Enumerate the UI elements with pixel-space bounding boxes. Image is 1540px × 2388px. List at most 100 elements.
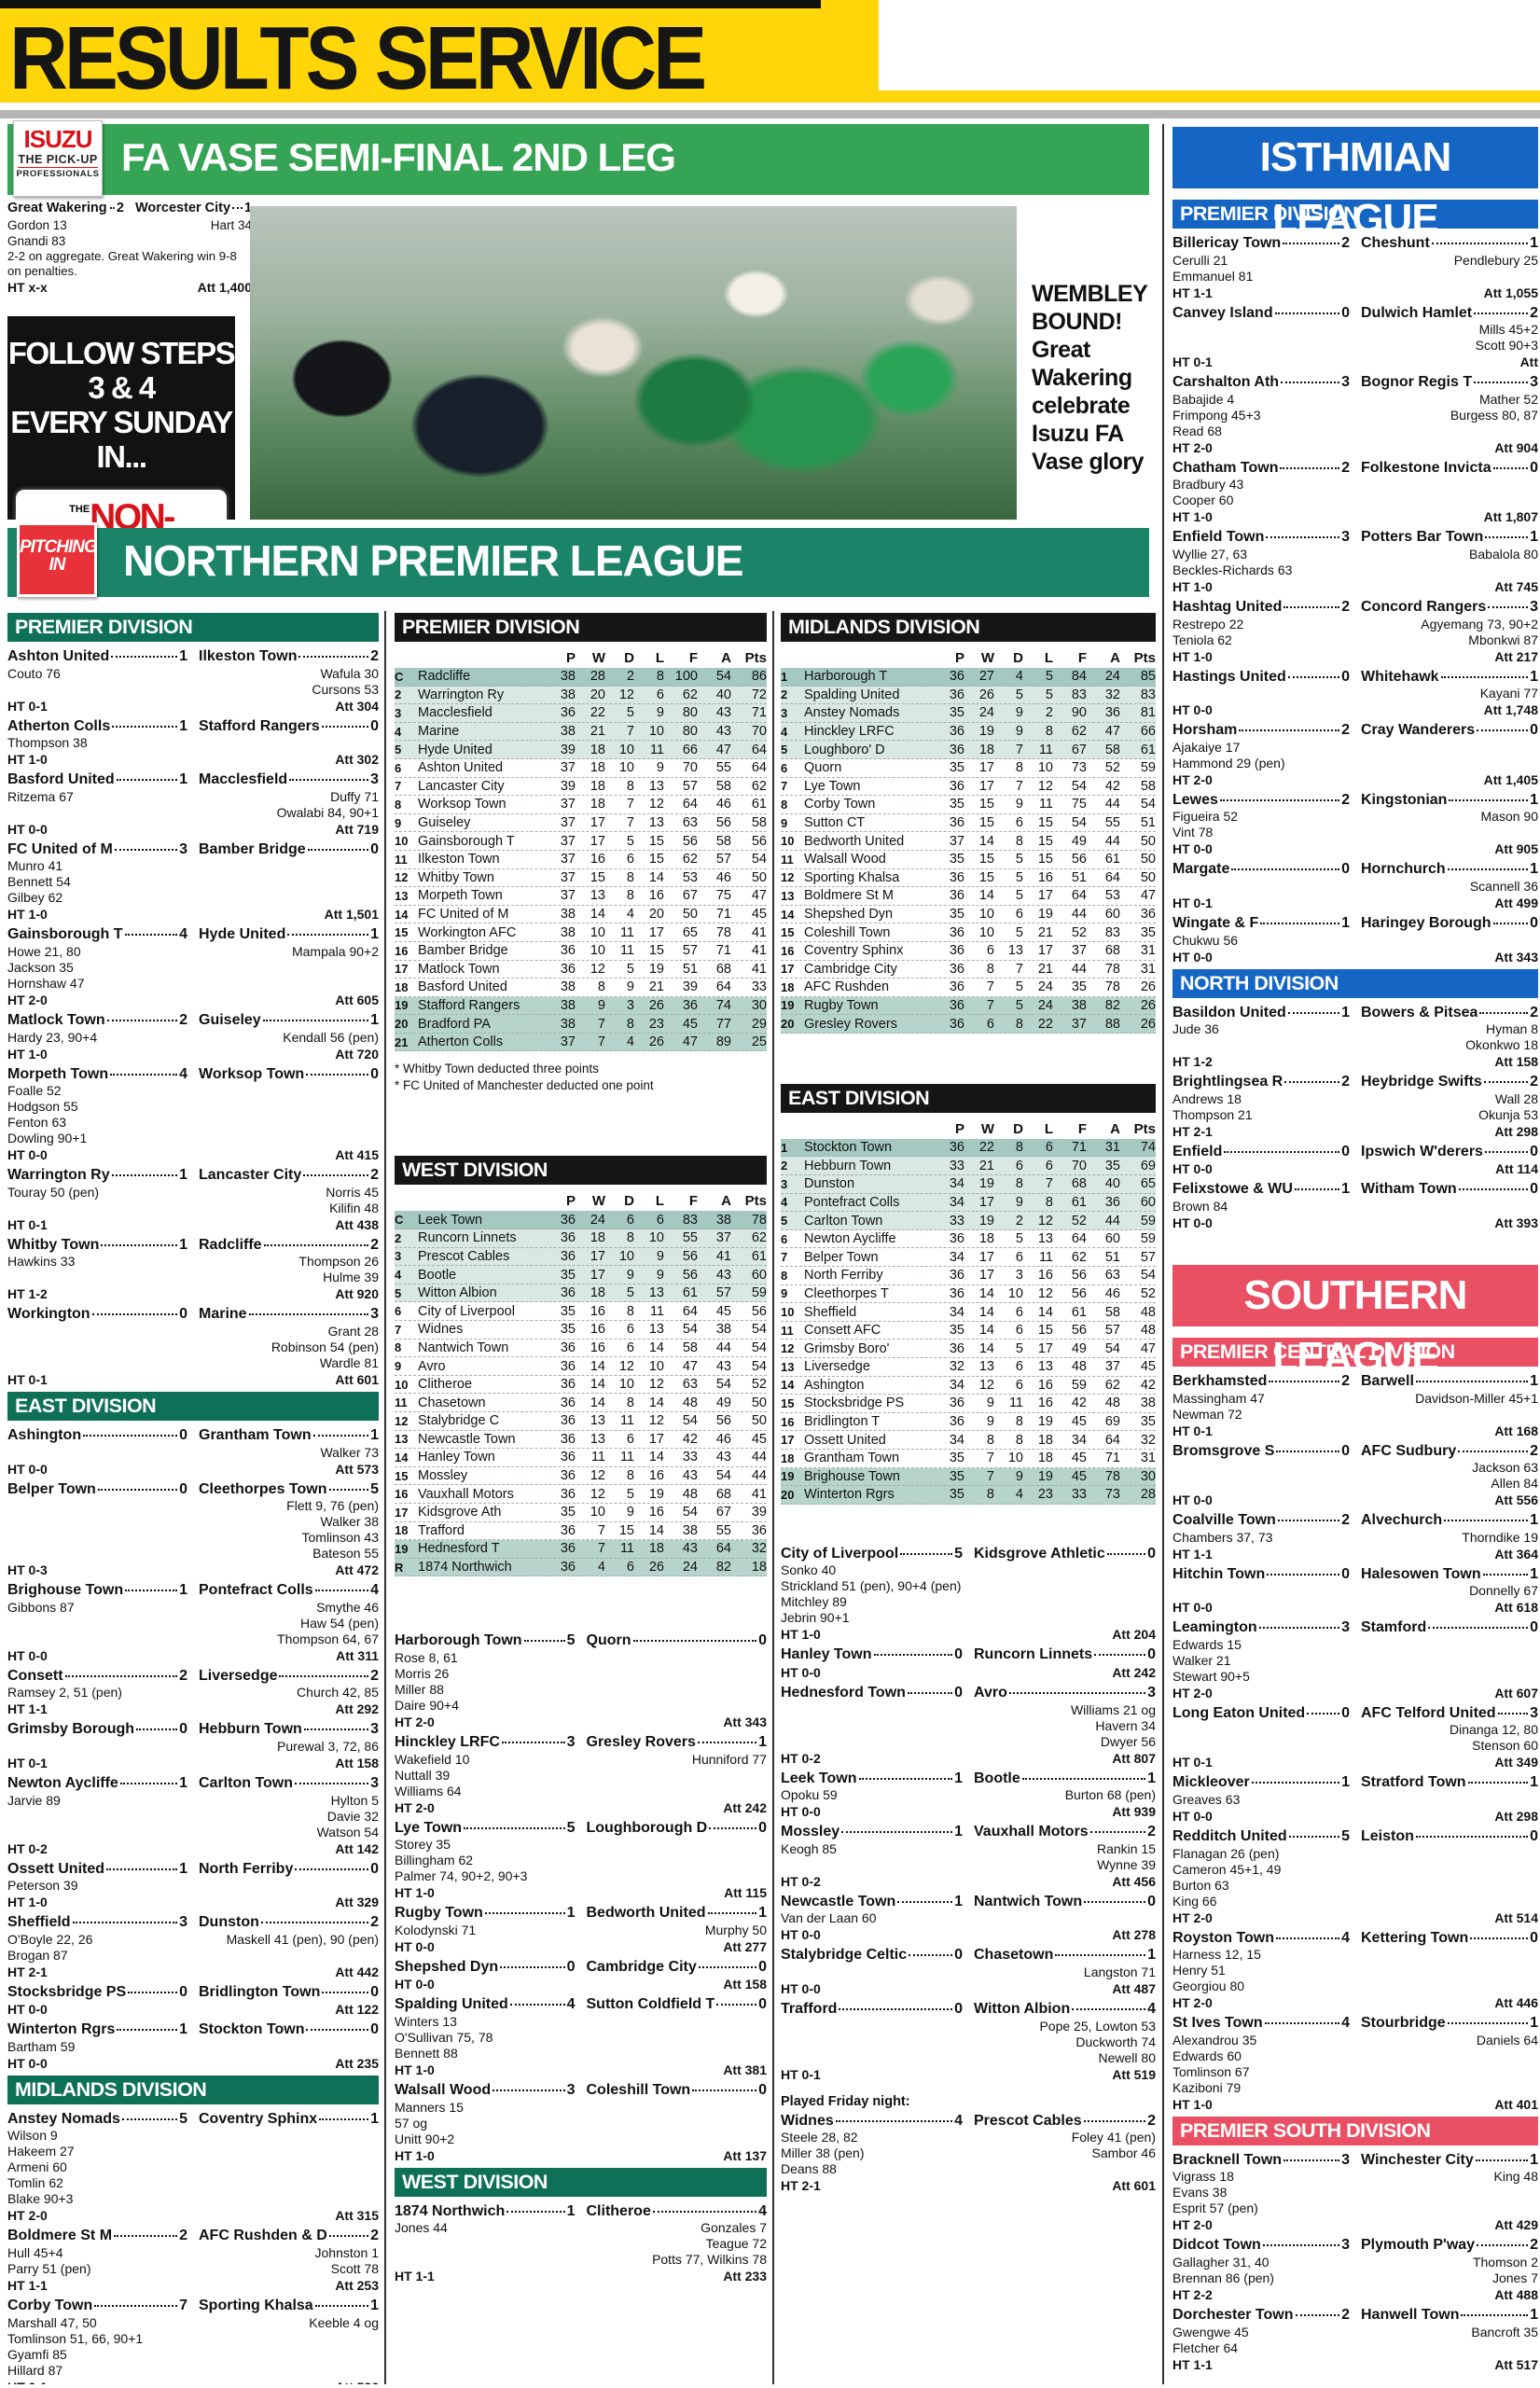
match-result: Long Eaton United 0 AFC Telford United 3 Din… xyxy=(1172,1705,1538,1771)
scorer-line: Emmanuel 81 xyxy=(1172,269,1538,285)
home-team: Chatham Town xyxy=(1172,459,1279,476)
stat-value: 15 xyxy=(978,869,994,885)
scorer-line: Wynne 39 xyxy=(781,1857,1156,1873)
team-name: Loughboro' D xyxy=(804,742,885,757)
table-row: 10 Bedworth United 37 14 8 15 49 44 50 xyxy=(781,832,1156,851)
stat-value: 17 xyxy=(590,1248,605,1264)
team-position: 19 xyxy=(781,998,795,1013)
halftime-value: HT x-x xyxy=(7,279,48,295)
away-score: 0 xyxy=(758,1958,767,1975)
dots-leader xyxy=(1470,1937,1529,1939)
home-half: Hednesford Town 0 xyxy=(781,1685,963,1701)
home-team: Enfield xyxy=(1172,1143,1223,1159)
stat-value: 36 xyxy=(560,1468,576,1484)
stat-value: 54 xyxy=(682,1413,698,1429)
team-position: 12 xyxy=(395,870,409,885)
team-name: Workington AFC xyxy=(418,924,517,940)
match-result: Royston Town 4 Kettering Town 0 Harness 12, … xyxy=(1172,1930,1538,2012)
away-score: 5 xyxy=(370,1480,379,1497)
match-scoreline: Coalville Town 2 Alvechurch 1 xyxy=(1172,1512,1538,1529)
attendance-value: Att 573 xyxy=(335,1461,379,1477)
attendance-value: Att 204 xyxy=(1112,1627,1156,1643)
stat-value: 6 xyxy=(986,1016,994,1032)
home-team: Didcot Town xyxy=(1172,2237,1261,2254)
table-row: 3 Dunston 34 19 8 7 68 40 65 xyxy=(781,1175,1156,1194)
ht-att-row: HT 0-1 Att 349 xyxy=(1172,1754,1538,1770)
away-team: Stourbridge xyxy=(1361,2015,1446,2032)
home-team: Basford United xyxy=(7,771,115,788)
dots-leader xyxy=(112,725,178,728)
section-header: NORTH DIVISION xyxy=(1172,968,1538,998)
stat-value: 62 xyxy=(751,778,767,794)
away-scorer: Wynne 39 xyxy=(1097,1856,1156,1872)
stat-value: 48 xyxy=(682,1486,698,1502)
stat-value: 8 xyxy=(1015,1140,1023,1156)
match-result: Atherton Colls 1 Stafford Rangers 0 Thompson… xyxy=(7,718,379,769)
scorer-line: Bateson 55 xyxy=(7,1546,379,1562)
scorer-line: Thompson 38 xyxy=(7,735,379,751)
stat-value: 36 xyxy=(949,869,964,885)
match-scoreline: Hashtag United 2 Concord Rangers 3 xyxy=(1172,599,1538,616)
stat-value: 54 xyxy=(751,852,767,868)
ht-att-row: HT 0-3 Att 472 xyxy=(7,1562,379,1578)
stat-value: 17 xyxy=(978,1268,994,1284)
column-header: F xyxy=(688,650,698,666)
home-team: Long Eaton United xyxy=(1172,1704,1306,1721)
stat-value: 9 xyxy=(1015,724,1023,740)
stat-value: 36 xyxy=(560,1486,576,1502)
home-half: Leamington 3 xyxy=(1172,1619,1350,1636)
stat-value: 32 xyxy=(1104,687,1120,702)
dots-leader xyxy=(121,2117,178,2120)
home-scorer: Greaves 63 xyxy=(1172,1792,1241,1808)
stat-value: 46 xyxy=(715,1431,731,1447)
ht-att-row: HT 2-0 Att 315 xyxy=(7,2207,379,2224)
stat-value: 34 xyxy=(949,1377,964,1393)
table-header-row: P W D L F A Pts xyxy=(395,1191,767,1211)
team-name: Bradford PA xyxy=(418,1016,491,1032)
attendance-value: Att 1,400 xyxy=(197,279,252,295)
attendance-value: Att 393 xyxy=(1494,1215,1538,1230)
stat-value: 2 xyxy=(1045,705,1053,721)
away-half: Cleethorpes Town 5 xyxy=(199,1481,379,1498)
away-half: Macclesfield 3 xyxy=(199,771,379,788)
stat-value: 10 xyxy=(978,907,994,923)
scorer-line: Jackson 35 xyxy=(7,960,379,976)
stat-value: 5 xyxy=(1015,997,1023,1013)
attendance-value: Att 607 xyxy=(1494,1685,1538,1701)
match-result: Hashtag United 2 Concord Rangers 3 Restrepo … xyxy=(1172,599,1538,665)
away-team: Cray Wanderers xyxy=(1361,722,1476,739)
team-position: 13 xyxy=(781,888,795,903)
home-half: Long Eaton United 0 xyxy=(1172,1705,1350,1722)
away-half: Carlton Town 3 xyxy=(199,1775,379,1792)
stat-value: 15 xyxy=(648,852,664,868)
home-team: Berkhamsted xyxy=(1172,1372,1268,1389)
stat-value: 56 xyxy=(1071,1285,1087,1301)
attendance-value: Att 235 xyxy=(335,2055,379,2071)
stat-value: 6 xyxy=(656,687,664,702)
team-name: Stafford Rangers xyxy=(418,997,520,1013)
stat-value: 17 xyxy=(978,760,994,776)
table-row: 20 Gresley Rovers 36 6 8 22 37 88 26 xyxy=(781,1015,1156,1034)
team-position: 13 xyxy=(395,888,409,903)
team-position: 4 xyxy=(395,1268,402,1283)
table-row: 14 FC United of M 38 14 4 20 50 71 45 xyxy=(395,906,767,924)
away-half: AFC Sudbury 2 xyxy=(1361,1443,1538,1460)
home-score: 2 xyxy=(179,2228,187,2244)
stat-value: 28 xyxy=(1140,1487,1156,1503)
away-scorer: Thomson 2 xyxy=(1472,2255,1538,2270)
home-half: Spalding United 4 xyxy=(395,1996,576,2013)
home-score: 4 xyxy=(954,2112,963,2129)
dots-leader xyxy=(493,2089,565,2091)
stat-value: 2 xyxy=(1015,1213,1023,1229)
away-half: Pontefract Colls 4 xyxy=(199,1582,379,1599)
stat-value: 8 xyxy=(626,778,634,794)
stat-value: 54 xyxy=(751,1358,767,1374)
team-name: Shepshed Dyn xyxy=(804,907,894,923)
halftime-value: HT 0-0 xyxy=(781,1980,821,1996)
match-scoreline: Workington 0 Marine 3 xyxy=(7,1306,379,1323)
halftime-value: HT 0-1 xyxy=(7,1371,48,1387)
stat-value: 9 xyxy=(1015,1468,1023,1484)
stat-value: 18 xyxy=(978,1231,994,1247)
away-half: Coleshill Town 0 xyxy=(587,2082,768,2099)
